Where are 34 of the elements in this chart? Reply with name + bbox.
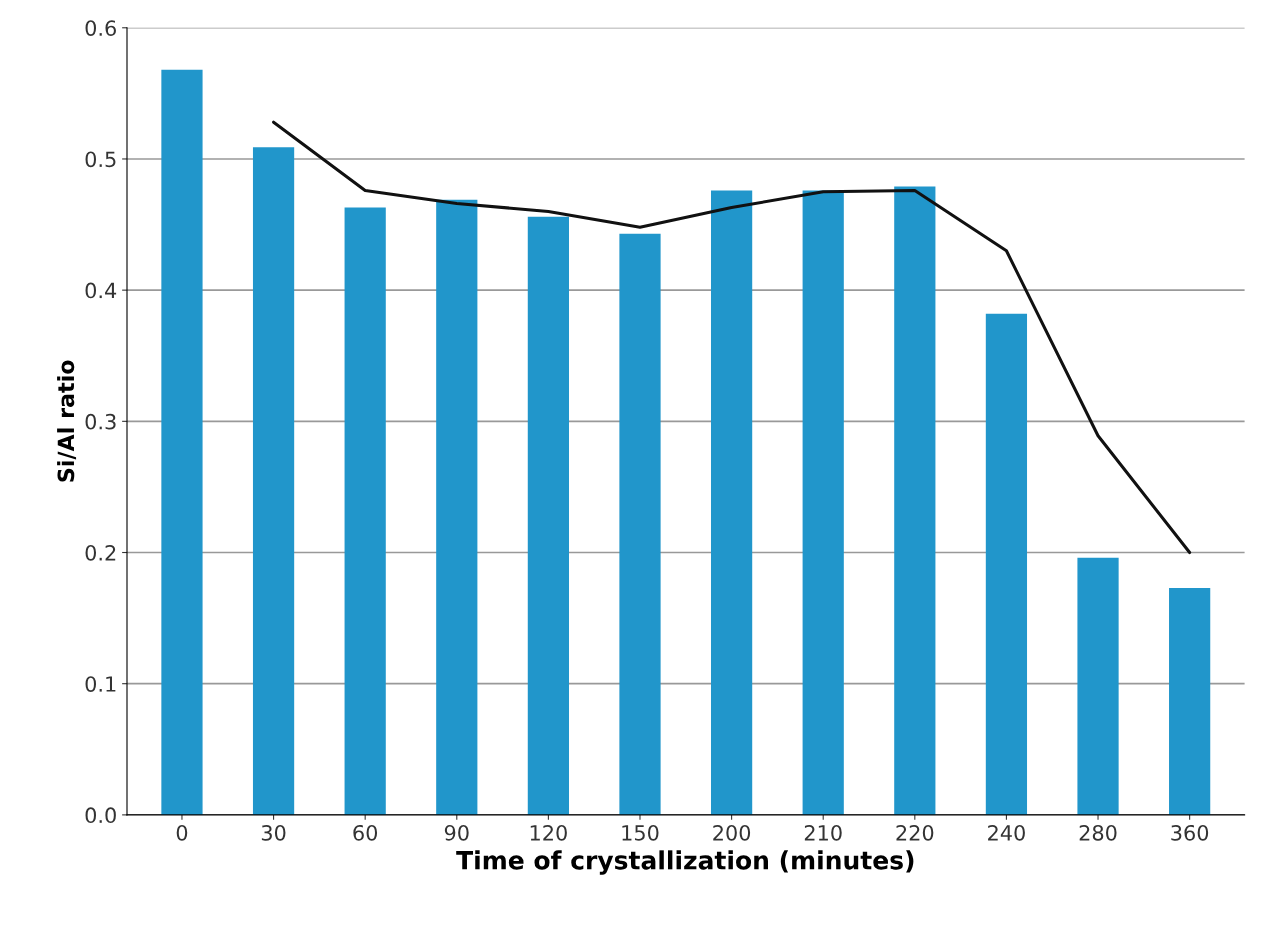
y-tick-label: 0.2 [85,544,116,561]
bar [527,216,569,815]
x-tick-label: 280 [1079,824,1117,841]
bar [985,313,1028,815]
x-tick-label: 240 [988,824,1025,841]
y-tick-label: 0.3 [85,413,116,430]
x-tick-label: 60 [353,824,378,841]
bar [1077,557,1119,815]
y-tick-label: 0.4 [85,282,117,299]
x-tick-label: 30 [261,824,286,841]
y-tick-label: 0.0 [85,807,116,824]
y-tick-label: 0.5 [85,151,116,168]
x-tick-label: 360 [1171,824,1209,841]
x-tick-label: 210 [804,824,842,841]
x-axis-title: Time of crystallization (minutes) [456,850,914,875]
bar [619,233,661,815]
x-tick-label: 120 [530,824,567,841]
bar [252,147,295,815]
bar [1169,587,1211,815]
bar [436,199,478,815]
y-tick-label: 0.1 [85,676,116,692]
x-tick-label: 150 [622,824,659,841]
y-axis-title: Si/Al ratio [57,360,77,482]
x-tick-label: 200 [713,824,751,841]
y-tick-label: 0.6 [85,20,116,36]
bar [161,69,203,815]
line-series [272,120,1192,555]
x-tick-label: 0 [176,824,188,841]
bar [802,190,844,815]
x-tick-label: 220 [896,824,934,841]
bar [344,207,386,815]
bar [710,190,753,815]
bar [894,186,936,815]
x-tick-label: 90 [444,824,469,841]
